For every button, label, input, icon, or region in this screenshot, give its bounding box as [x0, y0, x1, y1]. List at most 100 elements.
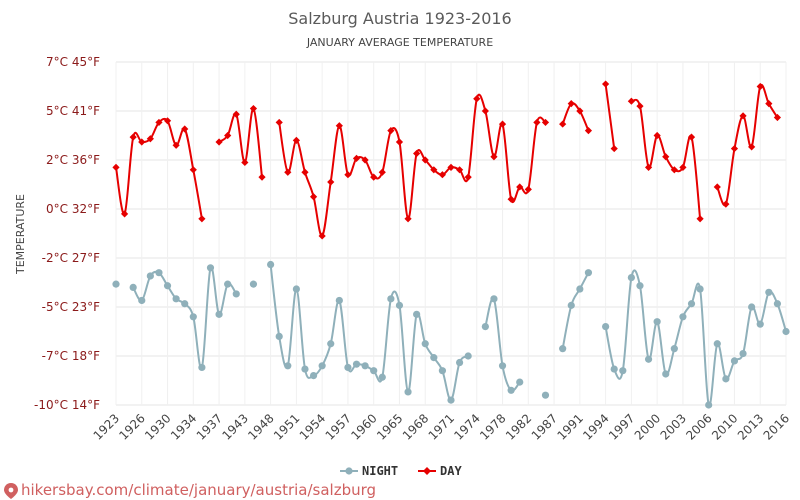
legend[interactable]: NIGHT DAY [340, 464, 462, 478]
data-point-night [584, 269, 593, 277]
data-point-night [696, 285, 704, 293]
data-point-night [705, 401, 713, 409]
data-point-day [215, 138, 223, 146]
data-point-day [155, 118, 163, 127]
data-point-night [773, 300, 782, 308]
data-point-night [644, 355, 653, 363]
y-tick-label: 7°C 45°F [46, 55, 100, 69]
data-point-day [713, 183, 721, 191]
data-point-night [404, 388, 412, 396]
x-tick-label: 2013 [735, 411, 766, 442]
data-point-day [567, 100, 575, 108]
data-point-night [309, 372, 318, 380]
data-point-night [636, 282, 644, 290]
data-point-day [275, 118, 283, 127]
data-point-night [602, 323, 610, 331]
data-point-night [361, 362, 369, 370]
x-tick-label: 1971 [426, 411, 457, 442]
data-point-day [370, 173, 378, 181]
data-point-day [378, 168, 386, 176]
data-point-night [395, 301, 404, 309]
data-point-day [773, 113, 782, 122]
data-point-night [421, 340, 429, 348]
data-point-night [679, 313, 687, 321]
data-point-day [249, 104, 258, 113]
data-point-day [576, 107, 584, 115]
data-point-day [318, 232, 326, 240]
x-tick-label: 1965 [374, 411, 405, 442]
x-tick-label: 1934 [168, 411, 199, 442]
data-point-night [481, 323, 489, 331]
data-point-night [232, 290, 240, 298]
y-tick-label: -10°C 14°F [34, 398, 100, 412]
data-point-day [730, 144, 739, 153]
data-point-night [344, 363, 352, 372]
data-point-night [507, 386, 515, 394]
data-point-night [748, 303, 756, 311]
legend-label-day: DAY [440, 464, 462, 478]
series-line-day [218, 107, 263, 178]
data-point-night [687, 300, 696, 308]
data-point-day [395, 138, 404, 146]
data-point-day [232, 110, 240, 118]
data-point-night [129, 283, 137, 291]
x-tick-label: 2010 [709, 411, 740, 442]
data-point-night [155, 269, 163, 277]
data-point-night [292, 285, 300, 293]
data-point-day [224, 131, 232, 140]
data-point-night [112, 280, 120, 288]
legend-label-night: NIGHT [362, 464, 398, 478]
data-point-night [327, 340, 335, 348]
series-line-night [132, 265, 238, 370]
data-point-night [163, 282, 172, 290]
watermark[interactable]: hikersbay.com/climate/january/austria/sa… [4, 481, 376, 499]
data-point-night [352, 360, 361, 368]
data-point-night [378, 373, 386, 381]
legend-marker-night [345, 467, 353, 475]
data-point-night [267, 260, 275, 269]
data-point-day [404, 215, 412, 223]
data-point-day [455, 166, 464, 174]
data-point-night [301, 365, 309, 373]
data-point-day [447, 163, 455, 171]
data-point-day [361, 156, 369, 164]
data-point-day [662, 153, 670, 161]
data-point-day [284, 168, 292, 176]
x-tick-label: 1943 [219, 411, 250, 442]
data-point-night [224, 280, 232, 288]
data-point-night [215, 310, 223, 318]
data-point-day [687, 133, 696, 141]
y-tick-label: 5°C 41°F [46, 104, 100, 118]
watermark-link[interactable]: hikersbay.com/climate/january/austria/sa… [21, 481, 376, 499]
y-tick-label: -5°C 23°F [42, 300, 100, 314]
data-point-day [490, 153, 498, 161]
data-point-day [327, 178, 335, 186]
x-tick-label: 2000 [632, 411, 663, 442]
data-point-night [206, 264, 215, 272]
data-point-day [189, 166, 197, 174]
legend-item-day[interactable]: DAY [418, 464, 462, 478]
data-point-night [284, 362, 292, 370]
data-point-day [120, 210, 129, 218]
data-point-day [627, 97, 635, 105]
series-line-night [269, 264, 469, 402]
data-point-day [559, 120, 567, 128]
data-point-night [318, 362, 326, 370]
x-tick-label: 1951 [271, 411, 302, 442]
data-point-night [730, 357, 739, 365]
data-point-day [765, 100, 773, 108]
x-tick-label: 2016 [761, 411, 792, 442]
legend-item-night[interactable]: NIGHT [340, 464, 398, 478]
data-point-day [181, 125, 189, 133]
x-tick-label: 1954 [297, 411, 328, 442]
data-point-day [438, 171, 447, 179]
x-tick-label: 1968 [400, 411, 431, 442]
data-point-night [172, 295, 180, 303]
data-point-night [576, 285, 584, 293]
data-point-day [387, 127, 395, 135]
data-point-night [567, 301, 575, 309]
x-tick-label: 1957 [323, 411, 354, 442]
data-point-night [627, 274, 635, 282]
y-tick-labels: 7°C 45°F 5°C 41°F 2°C 36°F 0°C 32°F -2°C 27°… [34, 55, 100, 412]
